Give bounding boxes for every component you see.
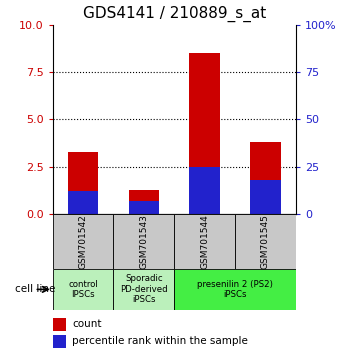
Text: presenilin 2 (PS2)
iPSCs: presenilin 2 (PS2) iPSCs: [197, 280, 273, 299]
Bar: [174, 269, 296, 310]
Bar: [53, 214, 114, 269]
Title: GDS4141 / 210889_s_at: GDS4141 / 210889_s_at: [83, 6, 266, 22]
Bar: [114, 269, 174, 310]
Bar: [235, 214, 296, 269]
Text: GSM701544: GSM701544: [200, 214, 209, 269]
Bar: [189, 167, 220, 214]
Bar: [189, 53, 220, 214]
Bar: [129, 189, 159, 214]
Text: percentile rank within the sample: percentile rank within the sample: [72, 336, 248, 346]
Bar: [250, 180, 280, 214]
Bar: [68, 152, 98, 214]
Bar: [53, 269, 114, 310]
Text: GSM701543: GSM701543: [139, 214, 148, 269]
Text: count: count: [72, 319, 102, 329]
Text: control
IPSCs: control IPSCs: [68, 280, 98, 299]
Text: GSM701542: GSM701542: [79, 214, 88, 269]
Bar: [114, 214, 174, 269]
Text: GSM701545: GSM701545: [261, 214, 270, 269]
Bar: [174, 214, 235, 269]
Text: cell line: cell line: [15, 284, 56, 295]
Text: Sporadic
PD-derived
iPSCs: Sporadic PD-derived iPSCs: [120, 274, 168, 304]
Bar: [68, 192, 98, 214]
Bar: [53, 318, 66, 331]
Bar: [53, 335, 66, 348]
Bar: [129, 201, 159, 214]
Bar: [250, 142, 280, 214]
